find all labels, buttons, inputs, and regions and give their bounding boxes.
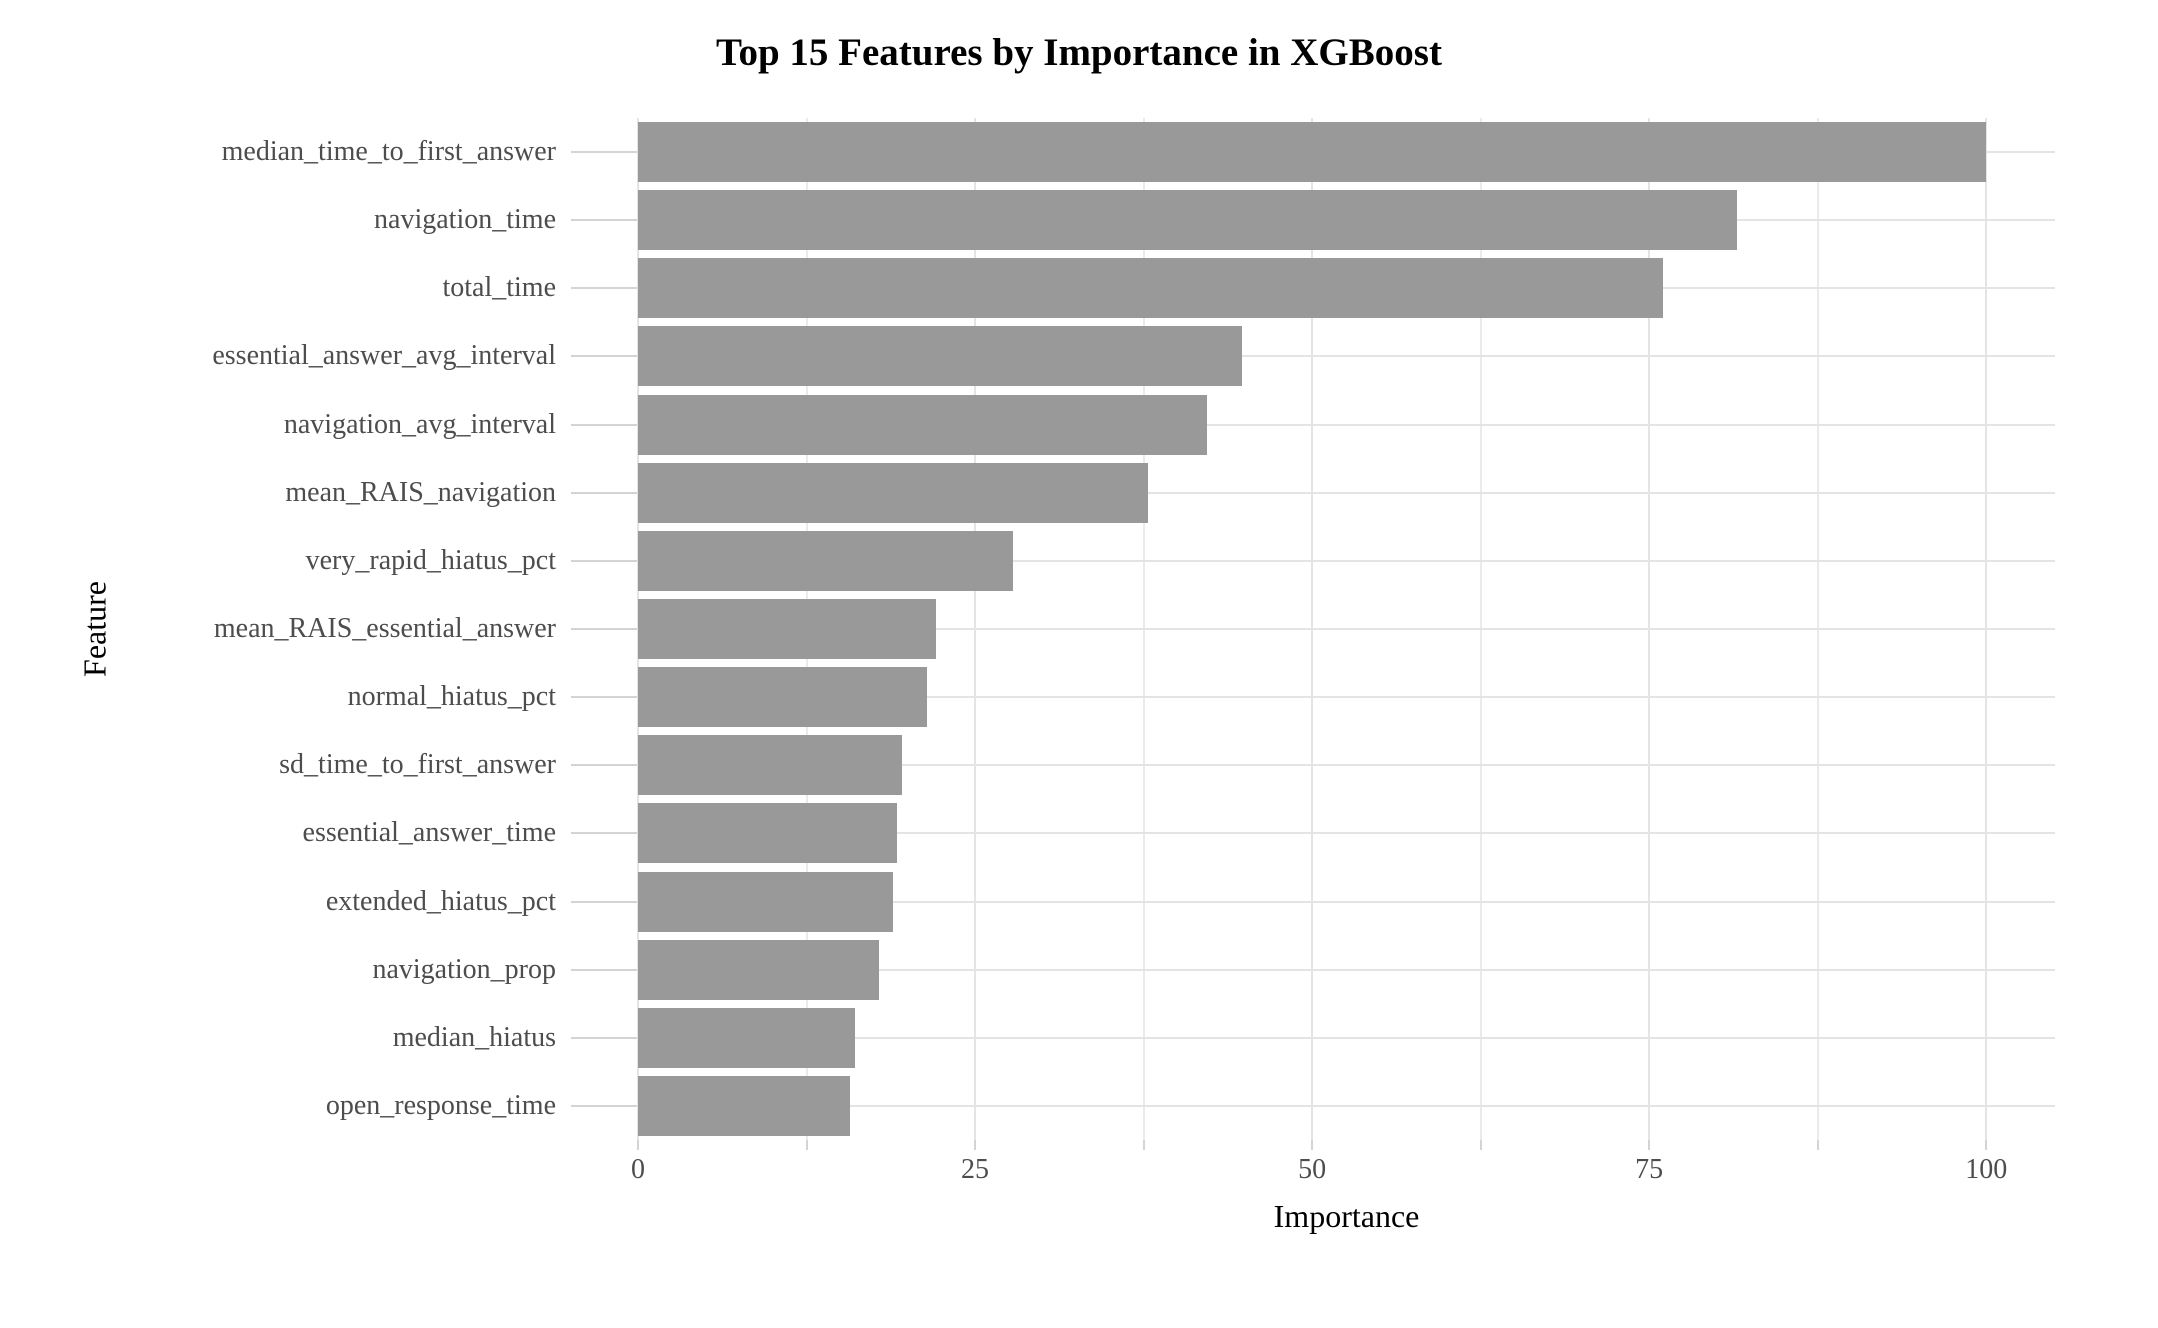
bar [638, 258, 1663, 319]
bar [638, 326, 1242, 387]
x-axis-tick-label: 0 [631, 1154, 645, 1185]
y-axis-tick [571, 491, 637, 494]
bar [638, 462, 1148, 523]
bar [638, 1007, 856, 1068]
x-axis-tick-label: 100 [1965, 1154, 2008, 1185]
x-axis-tick-label: 75 [1635, 1154, 1664, 1185]
x-axis-tick [1142, 1140, 1145, 1150]
y-axis-tick-label: essential_answer_time [302, 817, 556, 849]
y-axis-tick-label: mean_RAIS_essential_answer [213, 613, 556, 644]
bar [638, 599, 936, 659]
y-axis-tick-label: mean_RAIS_navigation [285, 476, 556, 508]
bar [638, 190, 1737, 251]
y-axis-tick [571, 764, 637, 767]
chart-title: Top 15 Features by Importance in XGBoost [716, 31, 1442, 74]
y-axis-tick [571, 1036, 637, 1039]
y-axis-tick-label: median_hiatus [392, 1021, 556, 1053]
y-axis-tick [571, 832, 637, 835]
y-axis-tick-label: open_response_time [325, 1089, 556, 1121]
y-major-gridline [638, 832, 2055, 835]
bar [638, 803, 897, 864]
y-axis-tick-label: navigation_time [374, 204, 556, 236]
x-axis-tick-label: 25 [961, 1154, 990, 1185]
y-major-gridline [638, 628, 2055, 630]
y-axis-tick-label: sd_time_to_first_answer [279, 749, 556, 781]
y-major-gridline [638, 559, 2055, 562]
y-axis-tick [571, 355, 637, 358]
plot-panel [637, 118, 2055, 1140]
bar [638, 394, 1207, 455]
y-axis-tick [571, 1104, 637, 1107]
y-axis-tick [571, 696, 637, 699]
y-axis-tick-label: navigation_avg_interval [283, 408, 556, 440]
y-major-gridline [638, 1104, 2055, 1107]
x-axis-tick [1479, 1140, 1482, 1150]
y-axis-tick [571, 968, 637, 971]
x-axis-tick [637, 1140, 639, 1150]
y-axis-tick [571, 559, 637, 562]
y-axis-tick [571, 151, 637, 154]
y-major-gridline [638, 696, 2055, 699]
x-axis-tick [974, 1140, 977, 1150]
y-axis-tick-label: navigation_prop [372, 953, 556, 985]
y-major-gridline [638, 491, 2055, 494]
y-axis-tick [571, 900, 637, 903]
bar [638, 871, 893, 932]
x-axis-tick [805, 1140, 808, 1150]
y-axis-tick-label: total_time [442, 272, 556, 304]
x-axis-tick [1648, 1140, 1651, 1150]
y-major-gridline [638, 355, 2055, 358]
y-major-gridline [638, 423, 2055, 426]
y-axis-tick-label: median_time_to_first_answer [221, 136, 556, 168]
bar [638, 735, 903, 796]
bar [638, 939, 880, 1000]
y-major-gridline [638, 968, 2055, 971]
y-axis-tick-label: normal_hiatus_pct [347, 681, 556, 713]
x-axis-tick [1816, 1140, 1819, 1150]
bar [638, 122, 1987, 183]
bar [638, 667, 927, 728]
y-major-gridline [638, 900, 2055, 903]
y-axis-tick-label: essential_answer_avg_interval [212, 340, 556, 372]
y-axis-tick-label: extended_hiatus_pct [325, 885, 556, 917]
x-axis-title: Importance [1273, 1198, 1420, 1234]
y-major-gridline [638, 764, 2055, 767]
x-axis-tick-label: 50 [1298, 1154, 1327, 1185]
y-axis-tick [571, 628, 637, 630]
y-axis-tick-label: very_rapid_hiatus_pct [305, 544, 556, 576]
x-axis-tick [1985, 1140, 1988, 1150]
y-axis-tick [571, 287, 637, 290]
x-axis-tick [1311, 1140, 1314, 1150]
bar [638, 1075, 850, 1136]
bar [638, 530, 1013, 591]
y-axis-tick [571, 423, 637, 426]
y-major-gridline [638, 1036, 2055, 1039]
y-axis-tick [571, 219, 637, 222]
